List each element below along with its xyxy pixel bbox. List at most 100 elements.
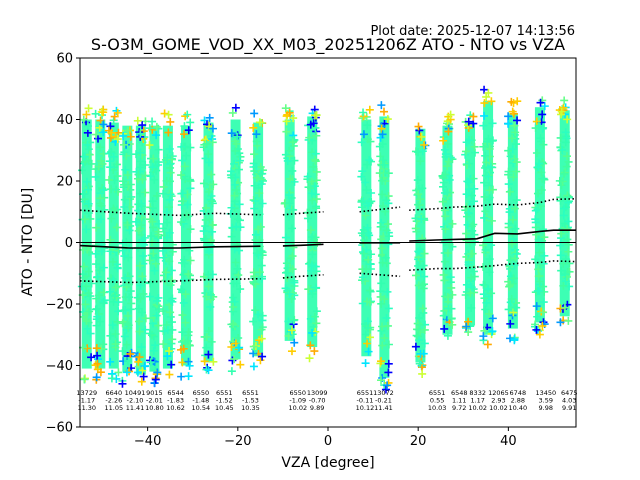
scatter-point [539, 282, 548, 291]
scatter-point [159, 253, 168, 262]
scatter-point [357, 203, 366, 212]
scatter-point [488, 136, 497, 145]
scatter-point [540, 251, 549, 260]
scatter-point [228, 223, 237, 232]
y-tick-label: −60 [46, 421, 73, 436]
scatter-point [91, 109, 100, 118]
scatter-dense-band [180, 125, 191, 366]
annotation-text: 9015 [146, 389, 163, 397]
stdev-line [79, 278, 261, 284]
scatter-point [111, 340, 120, 349]
scatter-point [236, 223, 245, 232]
scatter-point [177, 171, 186, 180]
scatter-point [106, 287, 115, 296]
scatter-point [367, 250, 376, 259]
scatter-point [181, 318, 190, 327]
scatter-point [512, 303, 521, 312]
annotation-text: 6544 [167, 389, 184, 397]
scatter-point [564, 247, 573, 256]
annotation-text: -2.01 [146, 397, 163, 405]
scatter-point [208, 227, 217, 236]
annotation-text: 13729 [76, 389, 97, 397]
scatter-point [258, 199, 267, 208]
scatter-column [104, 106, 123, 383]
scatter-point [537, 168, 546, 177]
annotation-text: 10.02 [468, 404, 487, 412]
scatter-point [462, 190, 471, 199]
scatter-point [200, 357, 209, 366]
scatter-point [229, 320, 238, 329]
scatter-point [137, 343, 146, 352]
scatter-point [254, 225, 263, 234]
scatter-point [227, 367, 236, 376]
scatter-point [141, 188, 150, 197]
scatter-point [416, 268, 425, 277]
annotation-text: 10.80 [145, 404, 164, 412]
scatter-point [464, 317, 473, 326]
scatter-point [121, 273, 130, 282]
scatter-point [162, 176, 171, 185]
scatter-point [378, 140, 387, 149]
scatter-point [358, 167, 367, 176]
scatter-point [178, 197, 187, 206]
scatter-point [539, 308, 548, 317]
scatter-point [446, 110, 455, 119]
scatter-point [447, 283, 456, 292]
scatter-point [231, 146, 240, 155]
scatter-point [309, 162, 318, 171]
scatter-point [470, 272, 479, 281]
scatter-point [562, 162, 571, 171]
scatter-point [418, 184, 427, 193]
scatter-point [487, 97, 496, 106]
scatter-point [137, 377, 146, 386]
scatter-point [480, 85, 489, 94]
scatter-point [250, 204, 259, 213]
scatter-point [106, 331, 115, 340]
scatter-point [488, 314, 497, 323]
scatter-point [564, 157, 573, 166]
scatter-point [107, 374, 116, 383]
scatter-point [561, 203, 570, 212]
annotation-text: 1.11 [452, 397, 466, 405]
x-tick-label: 20 [410, 434, 427, 449]
annotation-text: 4.03 [562, 397, 576, 405]
plot-date: Plot date: 2025-12-07 14:13:56 [370, 24, 575, 39]
scatter-point [415, 359, 424, 368]
scatter-point [533, 312, 542, 321]
scatter-point [312, 167, 321, 176]
scatter-point [312, 195, 321, 204]
scatter-column [438, 110, 457, 340]
scatter-point [122, 237, 131, 246]
scatter-point [165, 347, 174, 356]
scatter-point [462, 212, 471, 221]
scatter-point [186, 118, 195, 127]
scatter-point [126, 287, 135, 296]
scatter-column [411, 122, 430, 378]
annotation-text: 10.45 [215, 404, 234, 412]
scatter-point [534, 272, 543, 281]
scatter-point [485, 268, 494, 277]
scatter-point [232, 139, 241, 148]
scatter-point [95, 266, 104, 275]
annotation-text: 9.72 [452, 404, 466, 412]
scatter-point [180, 130, 189, 139]
scatter-point [467, 303, 476, 312]
scatter-point [159, 307, 168, 316]
scatter-point [136, 189, 145, 198]
scatter-column [461, 111, 480, 337]
annotation-text: 10.40 [509, 404, 528, 412]
scatter-point [182, 151, 191, 160]
scatter-point [564, 316, 573, 325]
scatter-point [412, 331, 421, 340]
scatter-point [132, 150, 141, 159]
annotation-text: 11.41 [126, 404, 145, 412]
scatter-point [256, 163, 265, 172]
scatter-point [512, 249, 521, 258]
scatter-point [120, 140, 129, 149]
scatter-point [184, 357, 193, 366]
scatter-point [168, 335, 177, 344]
scatter-point [183, 110, 192, 119]
scatter-point [166, 163, 175, 172]
scatter-point [531, 206, 540, 215]
scatter-point [186, 225, 195, 234]
